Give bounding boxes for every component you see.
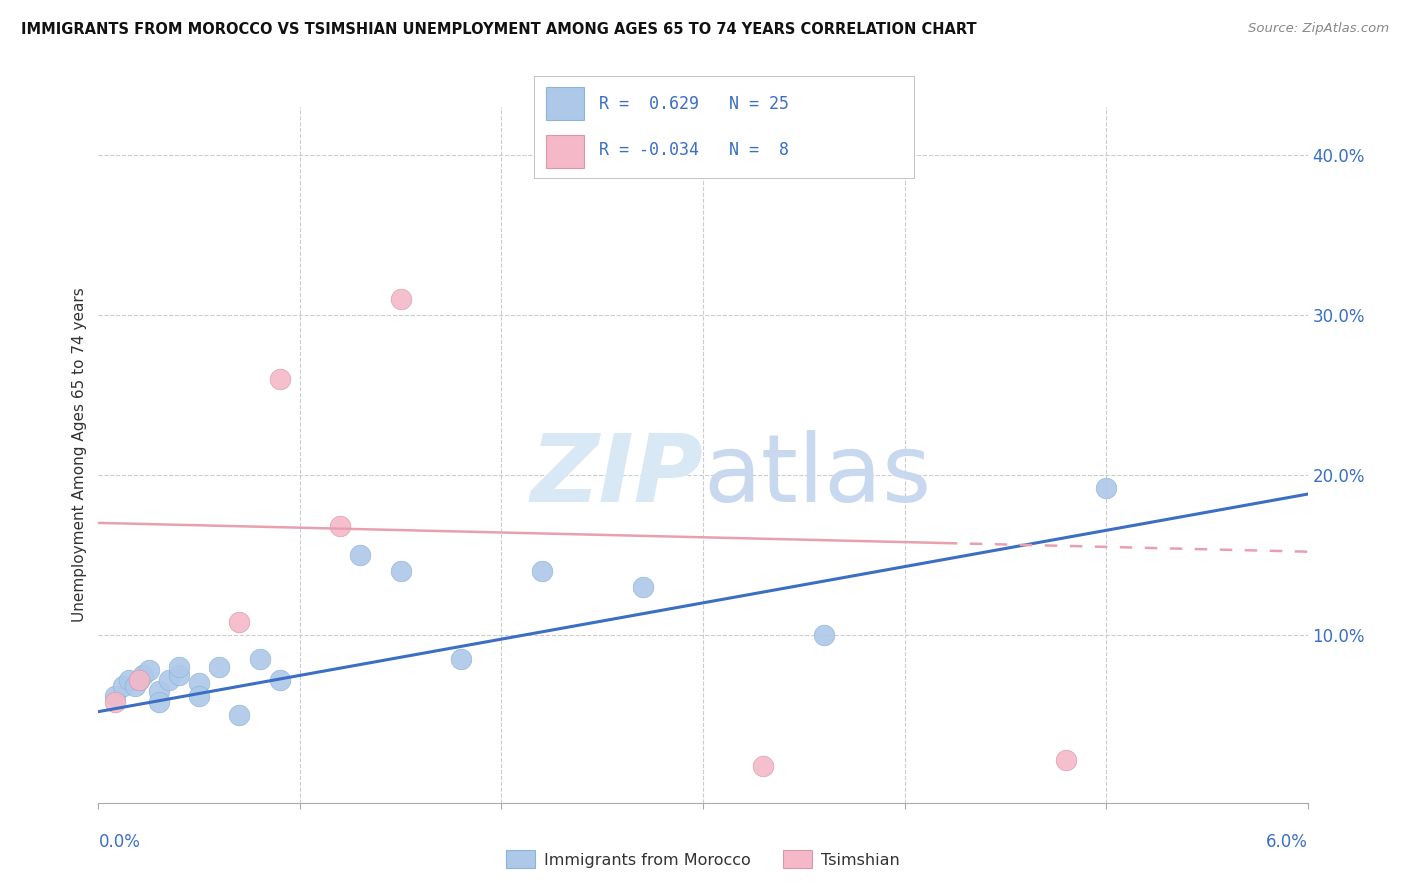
Legend: Immigrants from Morocco, Tsimshian: Immigrants from Morocco, Tsimshian bbox=[499, 844, 907, 875]
Bar bbox=[546, 136, 583, 168]
Point bbox=[103, 695, 125, 709]
Point bbox=[1054, 753, 1077, 767]
Point bbox=[752, 759, 775, 773]
Y-axis label: Unemployment Among Ages 65 to 74 years: Unemployment Among Ages 65 to 74 years bbox=[72, 287, 87, 623]
Text: R = -0.034   N =  8: R = -0.034 N = 8 bbox=[599, 141, 789, 159]
Point bbox=[389, 292, 412, 306]
Point bbox=[157, 673, 180, 687]
Point bbox=[188, 676, 211, 690]
Point bbox=[228, 707, 250, 722]
Point bbox=[228, 615, 250, 629]
Point bbox=[349, 548, 371, 562]
Point bbox=[329, 519, 352, 533]
Point bbox=[249, 652, 271, 666]
Point bbox=[631, 580, 654, 594]
Point bbox=[103, 689, 125, 703]
Point bbox=[269, 673, 291, 687]
Text: 6.0%: 6.0% bbox=[1265, 833, 1308, 851]
Point bbox=[167, 660, 190, 674]
Point bbox=[138, 663, 160, 677]
Point bbox=[148, 683, 170, 698]
Point bbox=[124, 679, 146, 693]
Point bbox=[530, 564, 553, 578]
Point bbox=[450, 652, 472, 666]
Point bbox=[148, 695, 170, 709]
Point bbox=[118, 673, 141, 687]
Point bbox=[188, 689, 211, 703]
Point bbox=[208, 660, 231, 674]
Text: IMMIGRANTS FROM MOROCCO VS TSIMSHIAN UNEMPLOYMENT AMONG AGES 65 TO 74 YEARS CORR: IMMIGRANTS FROM MOROCCO VS TSIMSHIAN UNE… bbox=[21, 22, 977, 37]
Point bbox=[813, 628, 835, 642]
Point bbox=[269, 372, 291, 386]
Point bbox=[1095, 481, 1118, 495]
Bar bbox=[546, 87, 583, 120]
Point bbox=[132, 668, 155, 682]
Text: Source: ZipAtlas.com: Source: ZipAtlas.com bbox=[1249, 22, 1389, 36]
Text: atlas: atlas bbox=[703, 430, 931, 522]
Point bbox=[128, 673, 150, 687]
Text: R =  0.629   N = 25: R = 0.629 N = 25 bbox=[599, 95, 789, 112]
Point bbox=[167, 668, 190, 682]
Text: 0.0%: 0.0% bbox=[98, 833, 141, 851]
Point bbox=[111, 679, 134, 693]
Text: ZIP: ZIP bbox=[530, 430, 703, 522]
Point bbox=[389, 564, 412, 578]
Point bbox=[128, 673, 150, 687]
